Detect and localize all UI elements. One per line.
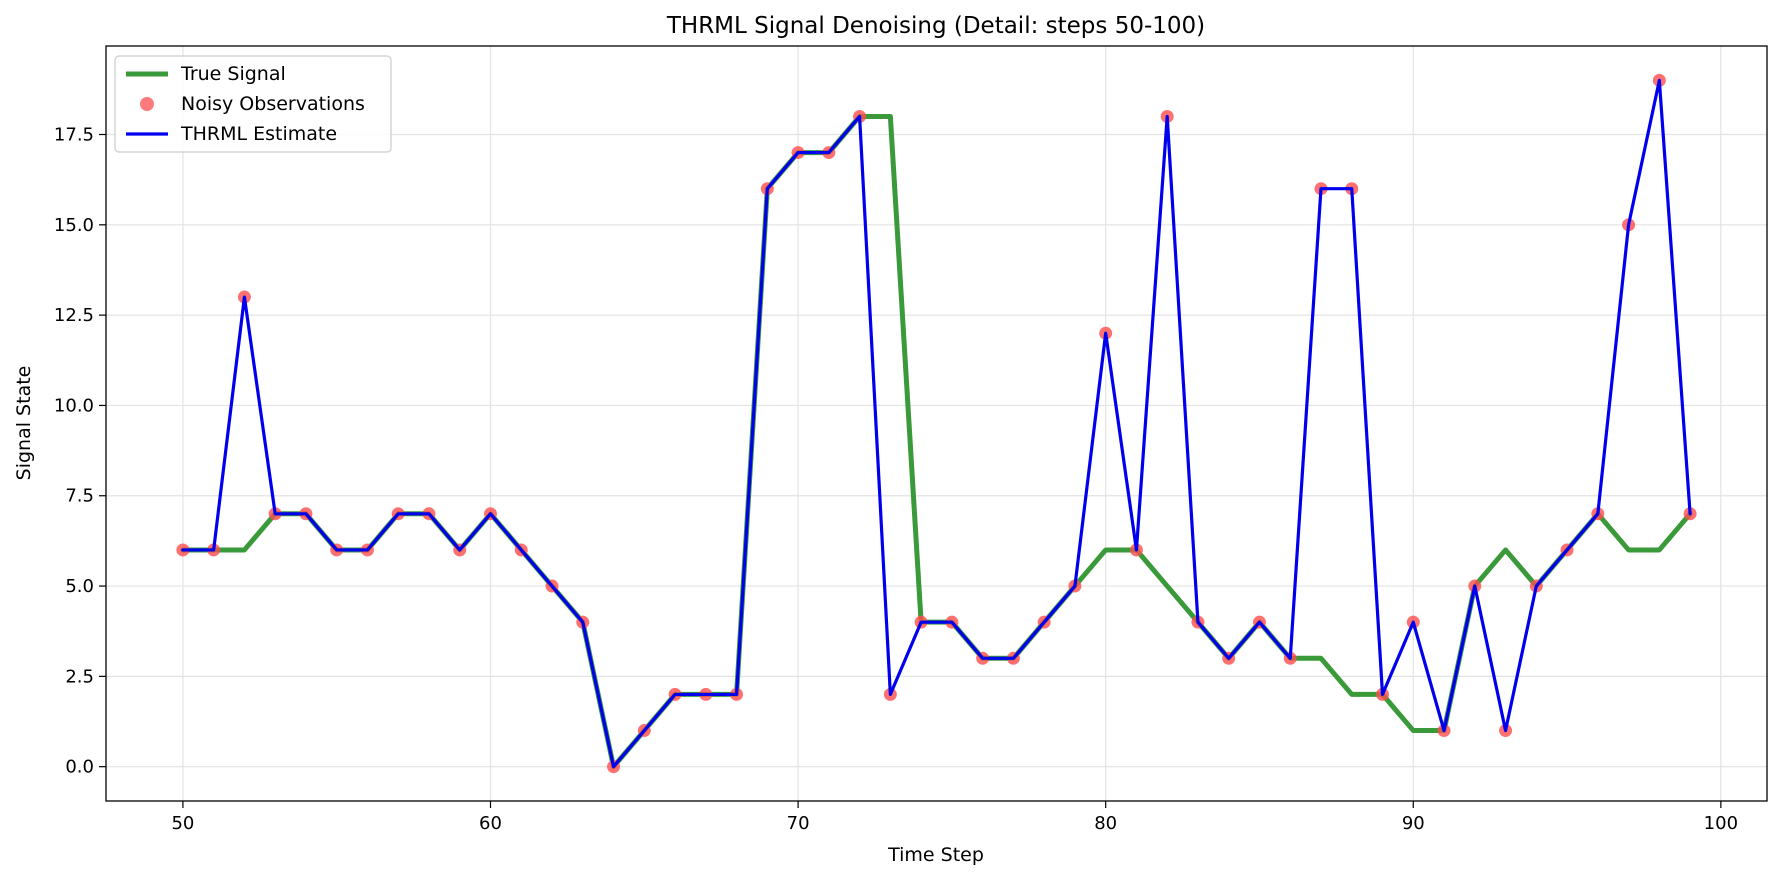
legend-label-noisy-observations: Noisy Observations <box>181 93 365 115</box>
y-tick-label: 17.5 <box>54 125 94 146</box>
y-tick-label: 5.0 <box>65 576 94 597</box>
x-tick-label: 50 <box>171 813 194 834</box>
y-axis-label: Signal State <box>13 366 35 481</box>
x-tick-label: 70 <box>787 813 810 834</box>
y-tick-label: 10.0 <box>54 395 94 416</box>
y-tick-label: 7.5 <box>65 486 94 507</box>
ticks: 50 60 70 80 90 100 0.0 2.5 5.0 7.5 10.0 12.5 15.0 17.… <box>54 125 1738 834</box>
plot-frame <box>105 45 1768 802</box>
legend-box <box>114 55 392 153</box>
x-tick-label: 90 <box>1402 813 1425 834</box>
y-tick-label: 0.0 <box>65 757 94 778</box>
y-tick-label: 12.5 <box>54 305 94 326</box>
series-layer <box>176 73 1697 774</box>
legend: True Signal Noisy Observations THRML Est… <box>114 55 392 153</box>
legend-label-thrml-estimate: THRML Estimate <box>180 123 337 145</box>
y-tick-label: 15.0 <box>54 215 94 236</box>
series-line-thrml-estimate <box>181 78 1692 769</box>
grid <box>106 46 1767 801</box>
legend-label-true-signal: True Signal <box>180 63 286 85</box>
y-tick-label: 2.5 <box>65 666 94 687</box>
x-axis-label: Time Step <box>887 844 984 866</box>
x-tick-label: 100 <box>1704 813 1738 834</box>
legend-swatch-noisy-observations <box>140 97 154 111</box>
x-tick-label: 60 <box>479 813 502 834</box>
x-tick-label: 80 <box>1094 813 1117 834</box>
chart-title: THRML Signal Denoising (Detail: steps 50… <box>666 13 1205 39</box>
